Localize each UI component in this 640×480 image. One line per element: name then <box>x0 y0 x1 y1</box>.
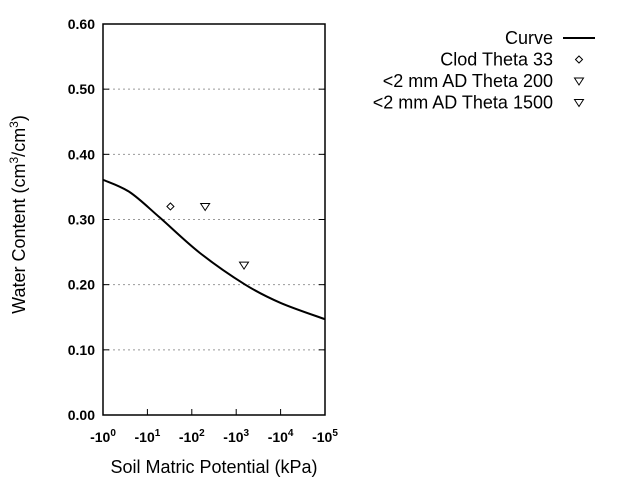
y-tick-label: 0.20 <box>68 277 95 293</box>
series-curve-line <box>102 178 326 321</box>
y-tick-label: 0.60 <box>68 16 95 32</box>
x-tick-label: -104 <box>268 428 294 445</box>
legend-marker-triangle-down <box>573 77 585 86</box>
data-point-diamond <box>166 202 175 211</box>
legend-marker-triangle-down <box>573 99 585 108</box>
x-tick-label: -105 <box>312 428 338 445</box>
x-tick-label: -100 <box>90 428 116 445</box>
y-tick-label: 0.10 <box>68 342 95 358</box>
plot-frame <box>102 23 326 416</box>
legend-label: <2 mm AD Theta 200 <box>383 71 553 91</box>
data-point-triangle-down <box>199 202 211 212</box>
x-tick-label: -103 <box>223 428 249 445</box>
x-tick-label: -102 <box>179 428 205 445</box>
x-tick-label: -101 <box>135 428 161 445</box>
y-tick-label: 0.50 <box>68 81 95 97</box>
x-axis-label: Soil Matric Potential (kPa) <box>110 457 317 477</box>
y-tick-label: 0.30 <box>68 212 95 228</box>
data-point-triangle-down <box>238 261 250 271</box>
legend-label: Clod Theta 33 <box>440 50 553 70</box>
y-tick-label: 0.40 <box>68 146 95 162</box>
legend-marker-diamond <box>574 55 584 64</box>
y-axis-label: Water Content (cm3/cm3) <box>7 115 29 314</box>
legend-label: <2 mm AD Theta 1500 <box>373 93 553 113</box>
y-tick-label: 0.00 <box>68 407 95 423</box>
legend-label: Curve <box>505 28 553 48</box>
